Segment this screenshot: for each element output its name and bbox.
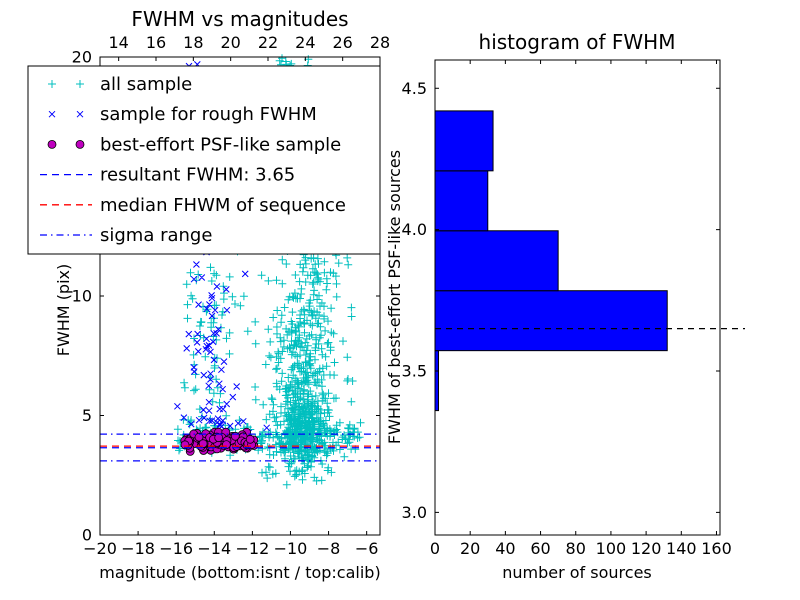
y-tick-label: 10 bbox=[72, 287, 92, 306]
x-tick-label: −6 bbox=[355, 539, 379, 558]
legend-label: best-effort PSF-like sample bbox=[100, 134, 341, 155]
top-x-tick-label: 28 bbox=[370, 33, 390, 52]
x-tick-label: −18 bbox=[121, 539, 155, 558]
hist-bar bbox=[434, 230, 559, 292]
top-x-tick-label: 20 bbox=[220, 33, 240, 52]
y-tick-label: 20 bbox=[72, 48, 92, 67]
psf-like-point bbox=[180, 440, 190, 450]
legend-box bbox=[27, 65, 381, 255]
left-plot-xlabel: magnitude (bottom:isnt / top:calib) bbox=[99, 563, 380, 582]
x-tick-label: 80 bbox=[566, 539, 586, 558]
left-plot-ylabel: FWHM (pix) bbox=[54, 264, 73, 357]
x-tick-label: 0 bbox=[430, 539, 440, 558]
y-tick-label: 4.5 bbox=[402, 79, 427, 98]
top-x-tick-label: 18 bbox=[183, 33, 203, 52]
psf-like-point bbox=[194, 432, 204, 442]
y-tick-label: 0 bbox=[82, 526, 92, 545]
legend-circle-marker-icon bbox=[75, 139, 85, 149]
right-plot: 0 20 40 60 80 100 120 140 160 3.0 3.5 4.0 4.5 bbox=[402, 59, 745, 558]
legend-plus-marker-icon bbox=[48, 80, 56, 88]
x-tick-label: −20 bbox=[83, 539, 117, 558]
hist-bar bbox=[434, 290, 668, 352]
legend-x-marker-icon bbox=[48, 110, 56, 118]
x-tick-label: 100 bbox=[596, 539, 627, 558]
series-psf-like bbox=[180, 427, 259, 456]
right-plot-title: histogram of FWHM bbox=[479, 30, 676, 54]
x-tick-label: −14 bbox=[197, 539, 231, 558]
left-plot: −20 −18 −16 −14 −12 −10 −8 −6 14 16 18 20 22 24 26 28 0 5… bbox=[72, 33, 391, 558]
psf-like-point bbox=[214, 433, 224, 443]
top-x-tick-label: 14 bbox=[108, 33, 128, 52]
all-sample-points bbox=[173, 227, 242, 443]
x-tick-label: −10 bbox=[274, 539, 308, 558]
hist-bar bbox=[434, 110, 494, 172]
legend-plus-marker-icon bbox=[76, 80, 84, 88]
x-tick-label: −12 bbox=[235, 539, 269, 558]
top-x-tick-label: 16 bbox=[146, 33, 166, 52]
legend-circle-marker-icon bbox=[47, 139, 57, 149]
legend: all sample sample for rough FWHM best-effo… bbox=[27, 65, 381, 255]
top-x-tick-label: 26 bbox=[332, 33, 352, 52]
x-tick-label: −16 bbox=[159, 539, 193, 558]
top-x-tick-label: 24 bbox=[295, 33, 315, 52]
left-plot-title: FWHM vs magnitudes bbox=[131, 7, 348, 31]
all-sample-points bbox=[258, 448, 336, 485]
x-tick-label: 40 bbox=[495, 539, 515, 558]
axes-frame bbox=[434, 59, 721, 536]
all-sample-points bbox=[261, 268, 339, 482]
legend-label: resultant FWHM: 3.65 bbox=[100, 165, 295, 186]
hist-bar bbox=[434, 170, 489, 232]
legend-label: sample for rough FWHM bbox=[100, 104, 317, 125]
top-x-tick-label: 22 bbox=[258, 33, 278, 52]
right-plot-ylabel: FWHM of best-effort PSF-like sources bbox=[385, 150, 404, 444]
right-plot-xlabel: number of sources bbox=[502, 563, 652, 582]
x-tick-label: 120 bbox=[631, 539, 662, 558]
y-tick-label: 3.5 bbox=[402, 362, 427, 381]
y-tick-label: 5 bbox=[82, 406, 92, 425]
legend-label: all sample bbox=[100, 74, 192, 95]
x-tick-label: 20 bbox=[460, 539, 480, 558]
x-tick-label: 60 bbox=[530, 539, 550, 558]
legend-label: sigma range bbox=[100, 225, 212, 246]
x-tick-label: −8 bbox=[317, 539, 341, 558]
legend-x-marker-icon bbox=[76, 110, 84, 118]
psf-like-point bbox=[245, 434, 255, 444]
y-tick-label: 3.0 bbox=[402, 503, 427, 522]
all-sample-points bbox=[231, 253, 357, 416]
x-tick-label: 140 bbox=[666, 539, 697, 558]
y-tick-label: 4.0 bbox=[402, 220, 427, 239]
legend-label: median FHWM of sequence bbox=[100, 195, 346, 216]
x-tick-label: 160 bbox=[701, 539, 732, 558]
hist-bar bbox=[434, 350, 440, 412]
